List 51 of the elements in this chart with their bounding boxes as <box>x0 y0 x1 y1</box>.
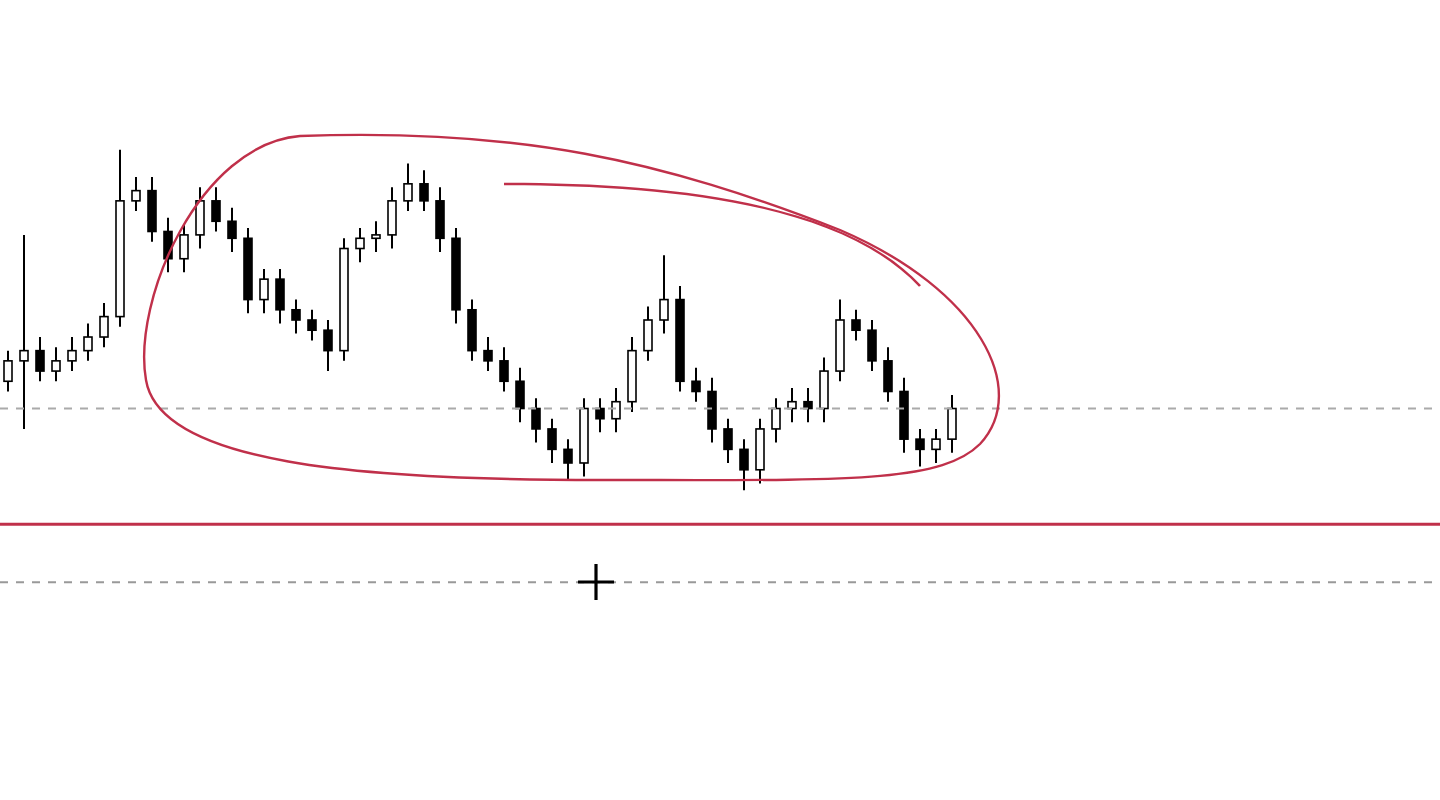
candlestick <box>819 356 829 424</box>
candlestick <box>83 322 93 362</box>
candlestick <box>531 397 541 444</box>
candlestick <box>883 346 893 403</box>
candlestick <box>707 376 717 444</box>
candlestick <box>259 267 269 315</box>
candlestick <box>467 298 477 362</box>
candlestick <box>371 220 381 253</box>
candlestick <box>323 319 333 373</box>
candlestick <box>67 336 77 373</box>
candlestick <box>595 397 605 434</box>
candlestick <box>611 387 621 434</box>
candlestick <box>211 186 221 233</box>
candlestick <box>435 186 445 253</box>
candlestick <box>931 427 941 464</box>
candlestick <box>515 366 525 424</box>
candlestick <box>419 169 429 213</box>
candlestick <box>755 417 765 485</box>
candlestick <box>355 227 365 264</box>
candlestick <box>691 366 701 403</box>
candlestick <box>99 301 109 349</box>
candlestick <box>659 254 669 335</box>
candlestick <box>51 346 61 383</box>
candlestick <box>307 308 317 342</box>
candlestick <box>403 162 413 213</box>
candlestick <box>867 319 877 373</box>
candlestick <box>803 387 813 424</box>
candlestick <box>739 438 749 492</box>
candlestick <box>771 397 781 444</box>
candlestick <box>131 176 141 213</box>
candlestick <box>387 186 397 250</box>
candlestick <box>483 336 493 373</box>
candlestick <box>19 233 29 430</box>
candlestick <box>227 206 237 253</box>
candlestick <box>147 176 157 243</box>
candlestick <box>35 336 45 383</box>
candlestick <box>947 393 957 454</box>
candlestick <box>787 387 797 424</box>
candlestick <box>499 346 509 393</box>
candlestick <box>291 298 301 335</box>
candlestick <box>899 376 909 454</box>
candlestick <box>163 216 173 274</box>
candlestick <box>915 427 925 468</box>
candlestick <box>547 417 557 464</box>
candlestick <box>195 186 205 250</box>
candlestick <box>563 438 573 481</box>
candlestick <box>851 308 861 342</box>
candlestick <box>723 417 733 464</box>
candlestick <box>643 305 653 362</box>
candlestick <box>275 267 285 325</box>
candlestick <box>179 223 189 274</box>
